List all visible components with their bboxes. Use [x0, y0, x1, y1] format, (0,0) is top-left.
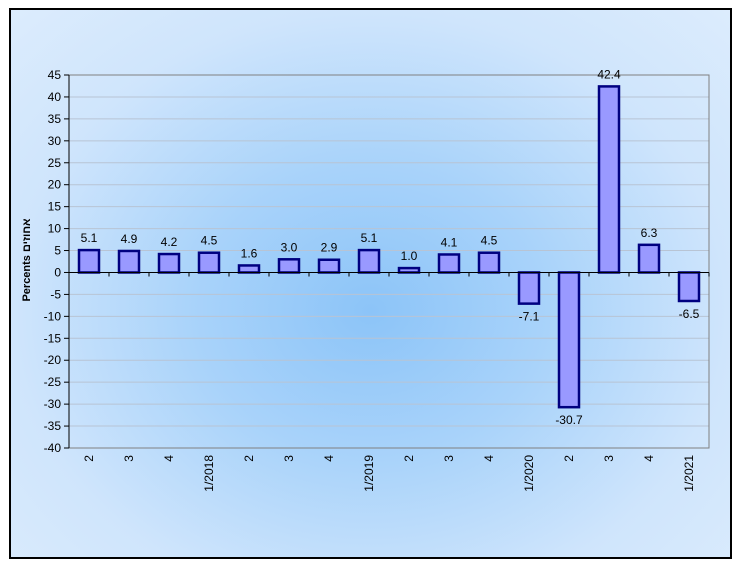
data-label: 42.4	[597, 67, 621, 81]
x-tick-labels: 2 3 4 1/2018 2 3 4 1/2019 2 3 4 1/2020 2 3 4 1/2021	[82, 455, 696, 492]
bar	[197, 251, 221, 274]
y-tick-labels: -40 -35 -30 -25 -20 -15 -10 -5 0 5 10 15 20 25 30 35 40 4…	[44, 68, 62, 455]
x-tick-label: 2	[402, 455, 416, 462]
x-tick-label: 2	[242, 455, 256, 462]
bar	[677, 271, 701, 303]
data-label: 6.3	[641, 226, 658, 240]
y-tick-label: 45	[48, 68, 62, 82]
bar	[437, 253, 461, 274]
bar	[237, 264, 261, 274]
y-tick-label: 5	[54, 244, 61, 258]
data-label: 1.6	[241, 246, 258, 260]
x-tick-label: 3	[122, 455, 136, 462]
data-labels: 5.1 4.9 4.2 4.5 1.6 3.0 2.9 5.1 1.0 4.1 4.5 -7.1 -30…	[81, 67, 700, 427]
data-label: 3.0	[281, 240, 298, 254]
bar	[117, 249, 141, 274]
y-tick-label: 0	[54, 265, 61, 279]
bar	[517, 271, 541, 305]
y-tick-label: -25	[44, 375, 62, 389]
data-label: 4.1	[441, 235, 458, 249]
bar	[557, 271, 581, 409]
data-label: 4.2	[161, 235, 178, 249]
data-label: 4.5	[201, 234, 218, 248]
y-tick-label: 10	[48, 222, 62, 236]
bar	[77, 248, 101, 274]
bar	[397, 266, 421, 274]
bar	[637, 243, 661, 274]
data-label: 5.1	[81, 231, 98, 245]
y-tick-label: -5	[50, 287, 61, 301]
y-tick-label: -10	[44, 309, 62, 323]
bar	[317, 258, 341, 274]
x-tick-label: 4	[482, 455, 496, 462]
x-tick-label: 3	[602, 455, 616, 462]
data-label: 4.9	[121, 232, 138, 246]
bar	[357, 248, 381, 274]
data-label: 2.9	[321, 241, 338, 255]
x-tick-label: 3	[282, 455, 296, 462]
x-tick-label: 1/2021	[682, 455, 696, 492]
data-label: 4.5	[481, 234, 498, 248]
x-tick-label: 4	[642, 455, 656, 462]
axes	[64, 74, 710, 449]
bar	[597, 85, 621, 274]
x-tick-label: 4	[162, 455, 176, 462]
data-label: 1.0	[401, 249, 418, 263]
x-tick-label: 1/2020	[522, 455, 536, 492]
x-tick-label: 4	[322, 455, 336, 462]
y-tick-label: 25	[48, 156, 62, 170]
data-label: -30.7	[555, 413, 583, 427]
y-tick-label: 40	[48, 90, 62, 104]
data-label: 5.1	[361, 231, 378, 245]
y-tick-label: 20	[48, 178, 62, 192]
x-tick-label: 1/2018	[202, 455, 216, 492]
bar	[277, 258, 301, 274]
y-tick-label: 35	[48, 112, 62, 126]
y-tick-label: -15	[44, 331, 62, 345]
y-tick-label: -35	[44, 419, 62, 433]
y-axis-label: Percents אחוזים	[21, 218, 33, 302]
x-tick-label: 2	[562, 455, 576, 462]
x-tick-label: 1/2019	[362, 455, 376, 492]
bar	[477, 251, 501, 274]
y-tick-label: 30	[48, 134, 62, 148]
x-tick-label: 2	[82, 455, 96, 462]
data-label: -7.1	[519, 310, 540, 324]
y-tick-label: -40	[44, 441, 62, 455]
y-tick-label: -30	[44, 397, 62, 411]
x-tick-label: 3	[442, 455, 456, 462]
y-tick-label: -20	[44, 353, 62, 367]
y-tick-label: 15	[48, 200, 62, 214]
bar	[157, 252, 181, 274]
data-label: -6.5	[679, 307, 700, 321]
